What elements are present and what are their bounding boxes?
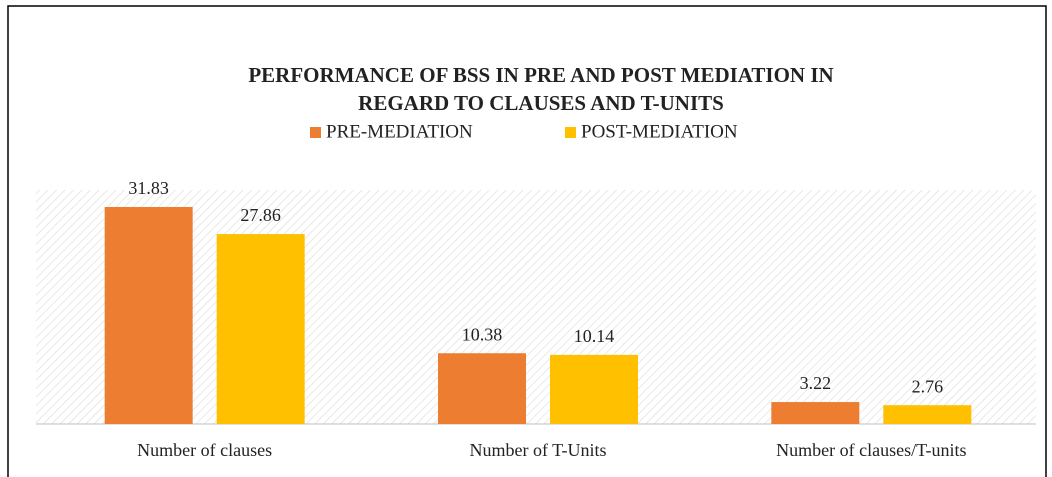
bar	[438, 353, 526, 424]
bar	[104, 207, 193, 424]
legend-label: POST-MEDIATION	[581, 121, 738, 142]
data-label: 10.14	[574, 326, 615, 346]
bar	[216, 234, 305, 424]
data-label: 2.76	[912, 376, 944, 396]
legend-label: PRE-MEDIATION	[326, 121, 473, 142]
data-label: 3.22	[800, 373, 832, 393]
frame	[7, 5, 1047, 477]
legend-swatch	[565, 127, 576, 138]
x-tick-label: Number of clauses	[137, 440, 272, 460]
data-label: 27.86	[240, 205, 281, 225]
bar	[771, 402, 860, 424]
bar	[883, 405, 972, 424]
data-label: 31.83	[128, 178, 169, 198]
bar	[550, 354, 638, 424]
x-tick-label: Number of T-Units	[470, 440, 607, 460]
plot-area	[36, 190, 1036, 424]
chart-title: PERFORMANCE OF BSS IN PRE AND POST MEDIA…	[248, 63, 833, 87]
chart-title: REGARD TO CLAUSES AND T-UNITS	[358, 91, 724, 115]
data-label: 10.38	[462, 324, 503, 344]
legend-swatch	[310, 127, 321, 138]
x-tick-label: Number of clauses/T-units	[776, 440, 966, 460]
